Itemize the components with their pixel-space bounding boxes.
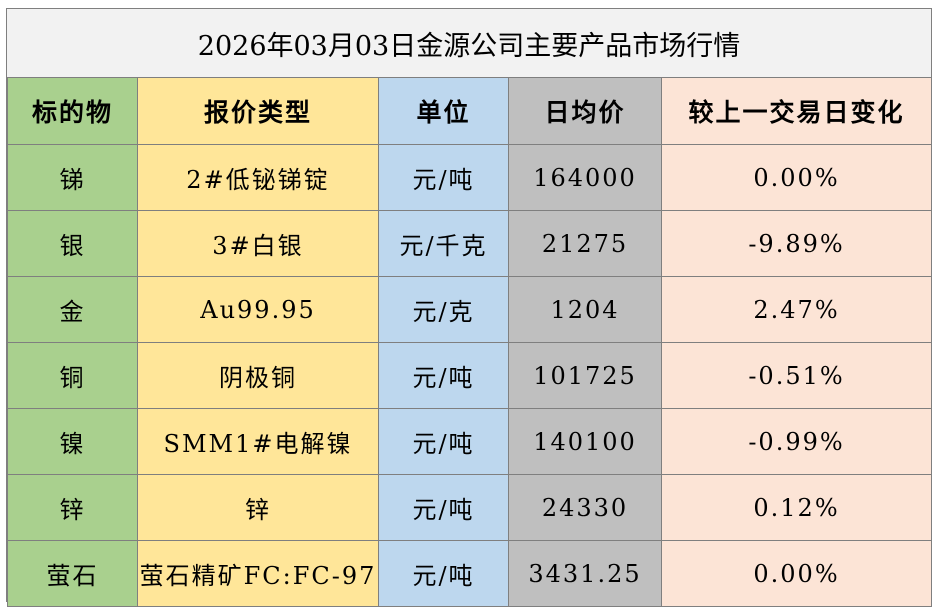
cell-change: 0.00% xyxy=(661,540,932,607)
cell-type: 锌 xyxy=(137,474,379,541)
cell-item: 萤石 xyxy=(7,540,138,607)
table-row: 锌 锌 元/吨 24330 0.12% xyxy=(7,474,932,541)
cell-type: Au99.95 xyxy=(137,276,379,343)
cell-change: -0.99% xyxy=(661,408,932,475)
cell-unit: 元/吨 xyxy=(378,474,509,541)
table-row: 萤石 萤石精矿FC:FC-97 元/吨 3431.25 0.00% xyxy=(7,540,932,607)
cell-unit: 元/千克 xyxy=(378,210,509,277)
price-table-frame: 2026年03月03日金源公司主要产品市场行情 标的物 报价类型 单位 日均价 … xyxy=(6,8,932,607)
cell-change: -9.89% xyxy=(661,210,932,277)
cell-price: 24330 xyxy=(508,474,662,541)
table-row: 铜 阴极铜 元/吨 101725 -0.51% xyxy=(7,342,932,409)
header-type: 报价类型 xyxy=(137,77,379,145)
cell-price: 101725 xyxy=(508,342,662,409)
header-unit: 单位 xyxy=(378,77,509,145)
table-row: 锑 2#低铋锑锭 元/吨 164000 0.00% xyxy=(7,144,932,211)
cell-type: 阴极铜 xyxy=(137,342,379,409)
cell-item: 铜 xyxy=(7,342,138,409)
cell-price: 3431.25 xyxy=(508,540,662,607)
header-change: 较上一交易日变化 xyxy=(661,77,932,145)
table-row: 镍 SMM1#电解镍 元/吨 140100 -0.99% xyxy=(7,408,932,475)
cell-type: SMM1#电解镍 xyxy=(137,408,379,475)
table-row: 金 Au99.95 元/克 1204 2.47% xyxy=(7,276,932,343)
cell-item: 金 xyxy=(7,276,138,343)
price-table: 标的物 报价类型 单位 日均价 较上一交易日变化 锑 2#低铋锑锭 元/吨 16… xyxy=(7,77,932,607)
cell-price: 21275 xyxy=(508,210,662,277)
cell-price: 140100 xyxy=(508,408,662,475)
cell-change: 0.12% xyxy=(661,474,932,541)
cell-change: 2.47% xyxy=(661,276,932,343)
cell-item: 锑 xyxy=(7,144,138,211)
cell-unit: 元/吨 xyxy=(378,144,509,211)
cell-unit: 元/吨 xyxy=(378,342,509,409)
header-item: 标的物 xyxy=(7,77,138,145)
cell-type: 2#低铋锑锭 xyxy=(137,144,379,211)
cell-unit: 元/吨 xyxy=(378,540,509,607)
cell-item: 锌 xyxy=(7,474,138,541)
cell-unit: 元/吨 xyxy=(378,408,509,475)
cell-price: 1204 xyxy=(508,276,662,343)
header-price: 日均价 xyxy=(508,77,662,145)
cell-item: 银 xyxy=(7,210,138,277)
cell-change: -0.51% xyxy=(661,342,932,409)
cell-type: 3#白银 xyxy=(137,210,379,277)
table-row: 银 3#白银 元/千克 21275 -9.89% xyxy=(7,210,932,277)
cell-unit: 元/克 xyxy=(378,276,509,343)
cell-type: 萤石精矿FC:FC-97 xyxy=(137,540,379,607)
cell-price: 164000 xyxy=(508,144,662,211)
cell-change: 0.00% xyxy=(661,144,932,211)
table-title: 2026年03月03日金源公司主要产品市场行情 xyxy=(7,9,931,78)
header-row: 标的物 报价类型 单位 日均价 较上一交易日变化 xyxy=(7,77,932,145)
cell-item: 镍 xyxy=(7,408,138,475)
